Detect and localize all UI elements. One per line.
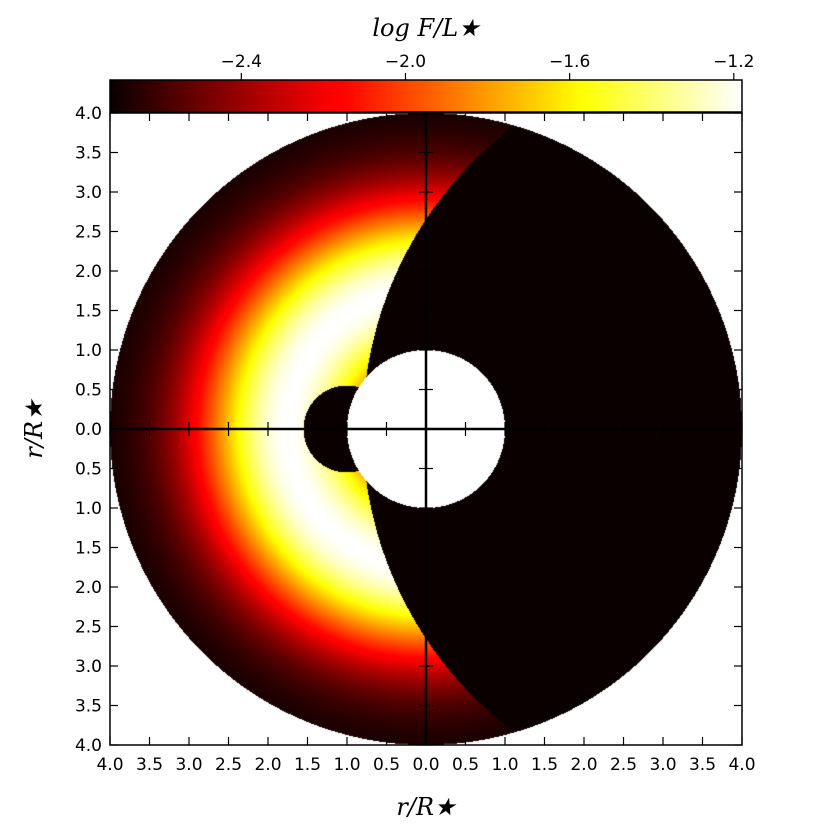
y-tick-label: 4.0 <box>75 104 102 124</box>
x-tick-label: 2.5 <box>610 755 637 775</box>
x-tick-label: 1.0 <box>491 755 518 775</box>
y-tick-label: 1.5 <box>75 302 102 322</box>
x-tick-label: 3.5 <box>689 755 716 775</box>
colorbar-frame <box>109 79 743 113</box>
x-tick-label: 0.5 <box>373 755 400 775</box>
x-tick-label: 1.0 <box>333 755 360 775</box>
x-tick-label: 0.0 <box>412 755 439 775</box>
x-tick-label: 1.5 <box>294 755 321 775</box>
y-tick-label: 3.5 <box>75 144 102 164</box>
colorbar-tick-label: −2.4 <box>221 52 262 72</box>
y-tick-label: 2.5 <box>75 223 102 243</box>
x-tick-label: 4.0 <box>96 755 123 775</box>
y-tick-label: 0.5 <box>75 460 102 480</box>
y-tick-label: 3.0 <box>75 183 102 203</box>
colorbar-tick-label: −1.2 <box>713 52 754 72</box>
y-tick-label: 0.5 <box>75 381 102 401</box>
y-tick-label: 0.0 <box>75 420 102 440</box>
x-axis-ticks: 4.0 3.5 3.0 2.5 2.0 1.5 1.0 0.5 0.0 0.5 1.0 1.5 2.0 2… <box>96 113 756 775</box>
y-tick-label: 2.0 <box>75 578 102 598</box>
colorbar-label: log F/L★ <box>372 14 481 42</box>
y-tick-label: 1.5 <box>75 539 102 559</box>
y-tick-label: 1.0 <box>75 499 102 519</box>
colorbar: −2.4 −2.0 −1.6 −1.2 log F/L★ <box>109 14 754 113</box>
y-axis-ticks: 4.0 3.5 3.0 2.5 2.0 1.5 1.0 0.5 0.0 0.5 1.0 1.5 2.0 2… <box>75 104 742 756</box>
y-tick-label: 3.0 <box>75 657 102 677</box>
colorbar-tick-label: −2.0 <box>385 52 426 72</box>
x-tick-label: 3.0 <box>175 755 202 775</box>
x-tick-label: 2.0 <box>570 755 597 775</box>
x-tick-label: 4.0 <box>728 755 755 775</box>
x-tick-label: 3.5 <box>136 755 163 775</box>
x-tick-label: 2.5 <box>215 755 242 775</box>
colorbar-ticks: −2.4 −2.0 −1.6 −1.2 <box>221 52 754 80</box>
x-tick-label: 2.0 <box>254 755 281 775</box>
y-tick-label: 3.5 <box>75 697 102 717</box>
y-tick-label: 4.0 <box>75 736 102 756</box>
colorbar-tick-label: −1.6 <box>549 52 590 72</box>
y-axis-label: r/R★ <box>20 398 48 459</box>
y-tick-label: 2.0 <box>75 262 102 282</box>
y-tick-label: 2.5 <box>75 618 102 638</box>
x-tick-label: 0.5 <box>452 755 479 775</box>
x-axis-label: r/R★ <box>396 793 457 821</box>
colorbar-gradient <box>110 80 742 112</box>
plot-area: 4.0 3.5 3.0 2.5 2.0 1.5 1.0 0.5 0.0 0.5 1.0 1.5 2.0 2… <box>75 104 756 775</box>
x-tick-label: 3.0 <box>649 755 676 775</box>
x-tick-label: 1.5 <box>531 755 558 775</box>
y-tick-label: 1.0 <box>75 341 102 361</box>
